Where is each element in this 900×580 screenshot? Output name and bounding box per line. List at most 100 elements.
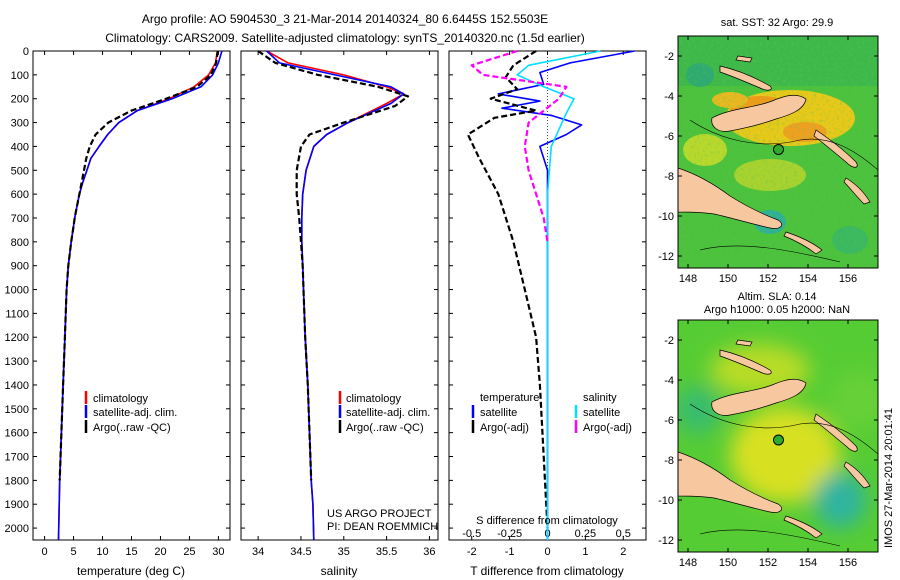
- sst_map-lon-tick-label: 152: [759, 273, 777, 285]
- diff-series-salinity-argo-adj: [470, 49, 568, 242]
- sst_map-lon-tick-label: 154: [799, 273, 817, 285]
- sst_map-lat-tick-label: -10: [658, 211, 674, 223]
- sla_map-lat-tick-label: -4: [664, 375, 674, 387]
- new-ireland-island: [719, 349, 772, 375]
- sla-map-frame: [677, 319, 879, 553]
- sst_map-lat-tick-label: -12: [658, 251, 674, 263]
- temperature-panel: 0100200300400500600700800900100011001200…: [5, 46, 231, 578]
- depth-tick-label: 1100: [5, 308, 29, 320]
- diff-series-salinity-satellite: [516, 50, 601, 540]
- admiralty-islands: [735, 55, 753, 63]
- salinity-diff-tick-label: -0.5: [462, 528, 481, 540]
- new-ireland-island: [719, 65, 772, 91]
- diff-xtick-label: 2: [620, 546, 626, 558]
- argo-float-position-marker: [773, 434, 784, 446]
- temp-series-argo-raw-qc: [58, 50, 219, 481]
- diff-series-temperature-satellite: [497, 50, 635, 540]
- depth-tick-label: 200: [11, 94, 29, 106]
- sal-legend-label-satellite: satellite-adj. clim.: [346, 407, 430, 419]
- difference-legend: temperature satellite Argo(-adj) salinit…: [471, 392, 632, 434]
- difference-xlabel-top: S difference from climatology: [476, 515, 618, 527]
- depth-tick-label: 700: [11, 213, 29, 225]
- sla_map-lat-tick-label: -2: [664, 335, 674, 347]
- difference-panel: -2 -1 0 1 2-0.5 -0.25 0 0.25 0.5 T difference fr…: [448, 49, 647, 578]
- sal-xtick-label: 36: [423, 546, 435, 558]
- pi-annotation: PI: DEAN ROEMMICH: [327, 521, 438, 533]
- depth-tick-label: 0: [23, 46, 29, 58]
- bathymetry-contour: [689, 119, 878, 171]
- sla_map-lat-tick-label: -10: [658, 495, 674, 507]
- new-guinea-mainland: [678, 167, 782, 229]
- sal-xtick-label: 35.5: [376, 546, 397, 558]
- sst_map-lon-tick-label: 148: [679, 273, 697, 285]
- sla_map-lon-tick-label: 148: [679, 557, 697, 569]
- temperature-axes-frame: [32, 50, 231, 541]
- sal-legend-label-argo: Argo(..raw -QC): [346, 422, 424, 434]
- diff-xtick-label: 1: [582, 546, 588, 558]
- salinity-axes-frame: [240, 50, 439, 541]
- depth-tick-label: 100: [11, 70, 29, 82]
- bathymetry-contour: [699, 529, 841, 547]
- temp-xtick-label: 15: [125, 546, 137, 558]
- diff-xtick-label: -2: [467, 546, 477, 558]
- louisiade-islands: [783, 515, 823, 539]
- sal-series-satellite-adj-clim: [266, 50, 405, 541]
- sla-green-patch: [830, 370, 878, 430]
- sal-legend-label-climatology: climatology: [346, 393, 402, 405]
- sal-series-argo-raw-qc: [257, 50, 410, 481]
- depth-tick-label: 300: [11, 118, 29, 130]
- sla_map-lon-tick-label: 154: [799, 557, 817, 569]
- temperature-xlabel: temperature (deg C): [77, 564, 185, 578]
- sst-map-title: sat. SST: 32 Argo: 29.9: [721, 17, 834, 29]
- temp-xtick-label: 25: [183, 546, 195, 558]
- sst_map-lon-tick-label: 156: [839, 273, 857, 285]
- sla_map-lat-tick-label: -6: [664, 415, 674, 427]
- difference-xlabel: T difference from climatology: [470, 564, 624, 578]
- diff-xtick-label: -1: [505, 546, 515, 558]
- depth-tick-label: 400: [11, 141, 29, 153]
- sla_map-lon-tick-label: 150: [719, 557, 737, 569]
- sal-xtick-label: 34: [252, 546, 264, 558]
- temp-xtick-label: 0: [42, 546, 48, 558]
- depth-tick-label: 900: [11, 261, 29, 273]
- temperature-legend: climatology satellite-adj. clim. Argo(..…: [84, 391, 177, 434]
- salinity-panel: 34 34.5 35 35.5 36 salinity climatology sate…: [240, 50, 439, 578]
- temp-xtick-label: 5: [70, 546, 76, 558]
- diff-legend-label-s-satellite: satellite: [583, 407, 620, 419]
- sla-map-title: Altim. SLA: 0.14: [738, 291, 817, 303]
- solomon-island: [843, 461, 871, 489]
- sal-series-climatology: [266, 50, 405, 541]
- diff-legend-label-t-argo: Argo(-adj): [480, 422, 529, 434]
- depth-tick-label: 1300: [5, 356, 29, 368]
- depth-tick-label: 500: [11, 165, 29, 177]
- diff-legend-heading-temperature: temperature: [480, 392, 539, 404]
- depth-tick-label: 1000: [5, 285, 29, 297]
- sst-map-panel: sat. SST: 32 Argo: 29.9 148: [658, 17, 879, 285]
- sst_map-lat-tick-label: -2: [664, 51, 674, 63]
- sla_map-lat-tick-label: -8: [664, 455, 674, 467]
- argo-float-position-marker: [773, 144, 784, 155]
- depth-tick-label: 1600: [5, 428, 29, 440]
- sst-map-frame: [677, 35, 879, 269]
- sla_map-lat-tick-label: -12: [658, 535, 674, 547]
- figure-title-line2: Climatology: CARS2009. Satellite-adjuste…: [105, 31, 585, 45]
- admiralty-islands: [735, 339, 753, 347]
- depth-tick-label: 1700: [5, 452, 29, 464]
- new-britain-island: [711, 94, 807, 132]
- temp-xtick-label: 30: [212, 546, 224, 558]
- diff-series-temperature-argo-adj: [466, 50, 549, 529]
- depth-tick-label: 1800: [5, 475, 29, 487]
- temp-legend-label-climatology: climatology: [93, 393, 149, 405]
- sla-yellow-patch: [730, 407, 840, 503]
- depth-tick-label: 2000: [5, 523, 29, 535]
- solomon-island: [843, 177, 871, 205]
- salinity-xlabel: salinity: [321, 564, 358, 578]
- depth-tick-label: 600: [11, 189, 29, 201]
- temp-series-climatology: [57, 50, 219, 541]
- depth-tick-label: 1900: [5, 499, 29, 511]
- temp-legend-label-argo: Argo(..raw -QC): [93, 422, 171, 434]
- diff-legend-heading-salinity: salinity: [583, 392, 617, 404]
- figure-title-line1: Argo profile: AO 5904530_3 21-Mar-2014 2…: [142, 12, 548, 26]
- diff-legend-label-t-satellite: satellite: [480, 407, 517, 419]
